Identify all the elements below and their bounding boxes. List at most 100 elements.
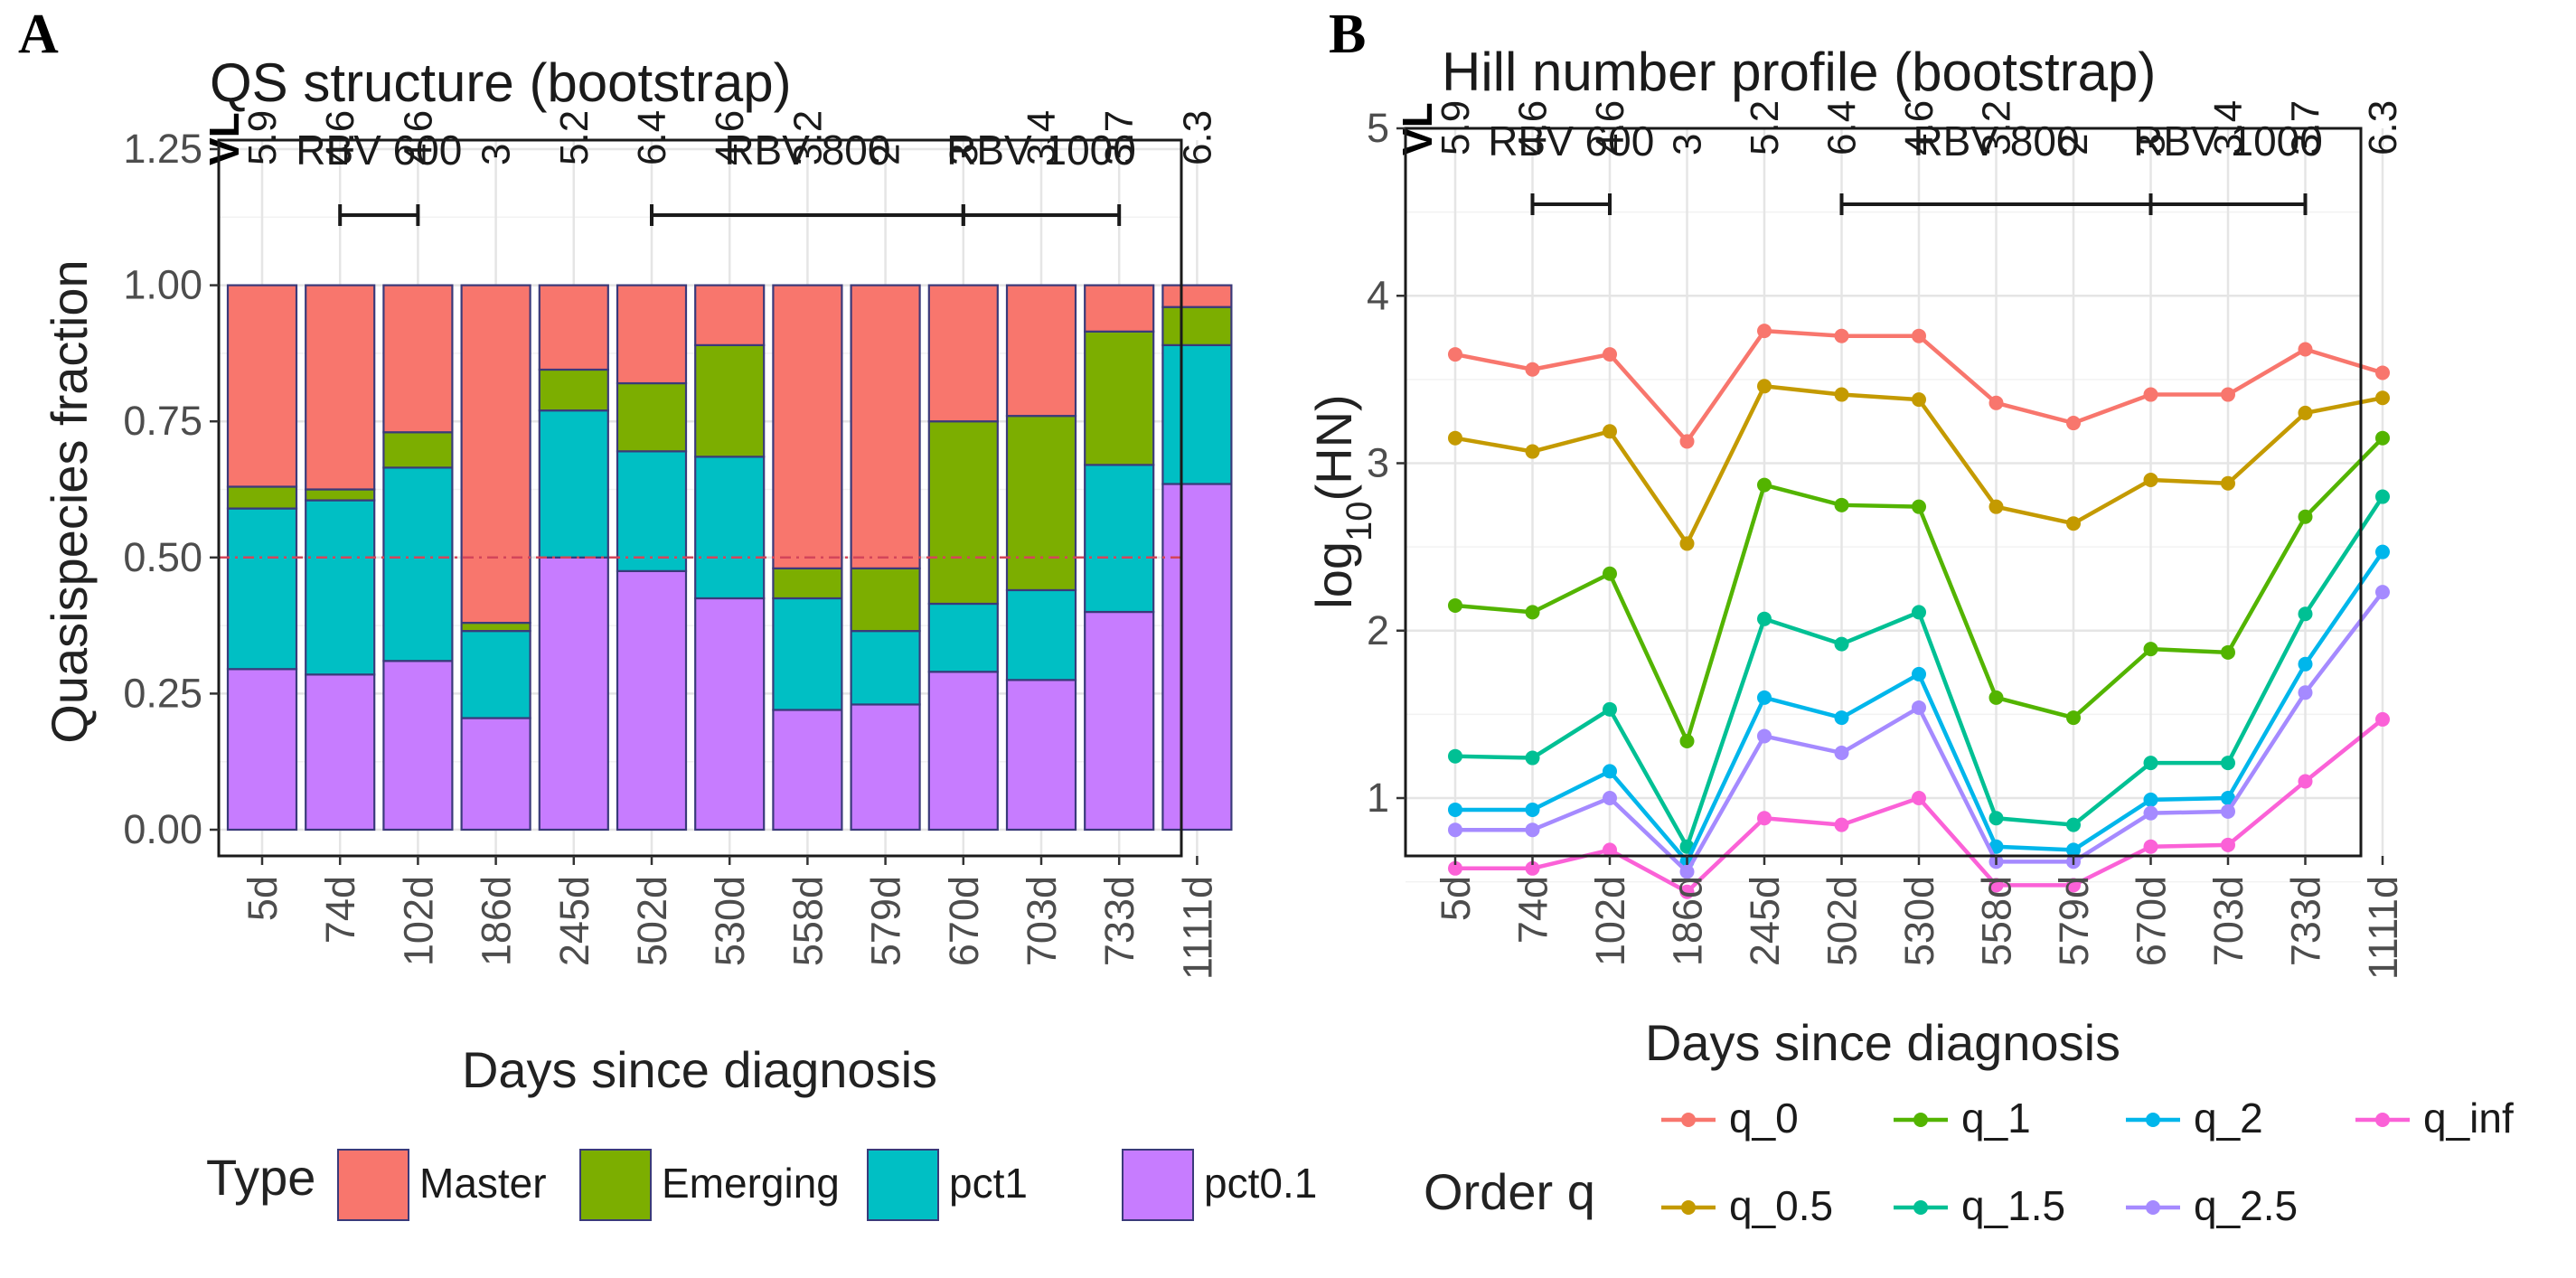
panel-a-bar-segment	[1161, 483, 1233, 832]
panel-a-bar-segment	[694, 597, 766, 832]
panel-a-bar-segment	[305, 499, 376, 676]
panel-a-bar-segment	[772, 597, 843, 711]
panel-a-bar-segment	[616, 284, 688, 385]
panel-b-y-axis-title: log10(HN)	[1305, 394, 1379, 608]
panel-b-data-point	[1448, 597, 1462, 613]
panel-b-x-tick-label: 102d	[1587, 876, 1633, 966]
panel-b-x-tick-label: 579d	[2051, 876, 2097, 966]
panel-a-bar-segment	[1161, 343, 1233, 485]
panel-b-legend-label: q_2.5	[2194, 1182, 2298, 1229]
panel-b-data-point	[1834, 328, 1849, 343]
panel-a-x-tick-label: 530d	[707, 876, 753, 966]
panel-b-data-point	[2066, 516, 2081, 531]
panel-a-bar-segment	[538, 556, 609, 832]
panel-a-legend-swatch	[337, 1149, 409, 1221]
panel-b-data-point	[1834, 387, 1849, 402]
panel-a-bars	[226, 284, 1233, 832]
panel-a-vl-label: 4.6	[396, 110, 440, 165]
panel-a-bar-segment	[460, 284, 531, 625]
panel-b-vl-label: 2	[2052, 134, 2096, 155]
panel-b-data-point	[2221, 387, 2235, 402]
panel-a-bar-segment	[460, 621, 531, 633]
panel-b-data-point	[1679, 864, 1695, 879]
panel-b-data-point	[2298, 606, 2313, 622]
panel-b-gridlines	[1406, 127, 2384, 883]
panel-b-data-point	[1448, 347, 1462, 362]
panel-a-axes: 0.00 0.25 0.50 0.75 1.00 1.25 5d 74d 102d 186d 245…	[123, 126, 1220, 980]
panel-b-vl-label: 3	[2129, 134, 2174, 155]
panel-a-vl-label: 3	[475, 144, 519, 165]
panel-b-data-point	[1525, 444, 1540, 459]
panel-b-data-point	[1912, 499, 1926, 514]
panel-a-bar-segment	[772, 284, 843, 569]
panel-b-data-point	[2143, 839, 2158, 854]
panel-b-regimen-label: RBV 800	[1913, 117, 2079, 164]
panel-a-vl-label: 3	[942, 144, 986, 165]
panel-b-data-point	[1912, 328, 1926, 343]
panel-b-data-point	[1912, 392, 1926, 408]
panel-b-x-tick-label: 530d	[1896, 876, 1942, 966]
panel-a-legend: Type Master Emerging pct1 pct0.1	[206, 1149, 1317, 1221]
panel-b-data-point	[1757, 811, 1772, 826]
panel-a-bar-segment	[772, 709, 843, 832]
panel-b-data-point	[2066, 817, 2081, 832]
panel-a-bar-segment	[382, 284, 454, 434]
panel-b-x-tick-label: 502d	[1819, 876, 1866, 966]
panel-b-x-tick-label: 1111d	[2360, 876, 2406, 980]
panel-b-legend: Order q q_0 q_0.5 q_1 q_1.5 q_2 q_2.5 q_inf	[1424, 1095, 2514, 1229]
panel-b-data-point	[2066, 416, 2081, 431]
panel-a-x-tick-label: 5d	[240, 876, 286, 921]
panel-a-bar-segment	[927, 671, 999, 832]
panel-a-bar-segment	[226, 284, 298, 488]
panel-a-x-tick-label: 703d	[1019, 876, 1065, 966]
panel-a-bar-segment	[1005, 284, 1077, 418]
panel-a-vl-label: 3.4	[1020, 110, 1064, 165]
panel-b-data-point	[1679, 434, 1695, 449]
panel-b-y-axis-title-rest: (HN)	[1305, 394, 1362, 501]
panel-a-bar-segment	[305, 673, 376, 832]
panel-b-data-point	[2375, 430, 2390, 446]
panel-b-data-point	[1525, 802, 1540, 817]
panel-a-legend-label: Master	[419, 1160, 547, 1207]
panel-b-data-point	[1988, 878, 2004, 893]
panel-a-bar-segment	[694, 284, 766, 346]
panel-b-legend-marker	[1681, 1200, 1696, 1215]
panel-b-data-point	[1912, 791, 1926, 805]
panel-a-vl-label: 5.9	[240, 110, 285, 165]
panel-b-legend-label: q_1.5	[1961, 1182, 2065, 1229]
panel-a-vl-label: 4.6	[318, 110, 362, 165]
panel-b-data-point	[1448, 748, 1462, 764]
panel-a-bar-segment	[927, 602, 999, 673]
panel-b-y-tick-label: 4	[1367, 272, 1389, 318]
panel-b-data-point	[1912, 605, 1926, 620]
panel-b-data-point	[2375, 390, 2390, 406]
panel-a-x-tick-label: 245d	[551, 876, 597, 966]
panel-letter-a: A	[18, 4, 59, 65]
panel-a-x-tick-label: 579d	[863, 876, 909, 966]
panel-b-data-point	[1834, 817, 1849, 832]
panel-b-regimen-label: RBV 600	[1488, 117, 1654, 164]
panel-b-data-point	[2143, 792, 2158, 807]
panel-b-data-point	[2221, 644, 2235, 660]
panel-b-title: Hill number profile (bootstrap)	[1442, 42, 2156, 102]
panel-a-legend-label: pct1	[949, 1160, 1028, 1207]
panel-a-bar-segment	[1084, 284, 1155, 333]
panel-a-y-tick-label: 0.50	[123, 534, 202, 580]
panel-b-data-point	[2375, 711, 2390, 727]
panel-b-data-point	[2375, 489, 2390, 504]
panel-a-vl-label: 3.7	[1097, 110, 1142, 165]
panel-a-x-tick-label: 102d	[395, 876, 441, 966]
panel-a-bar-segment	[850, 630, 921, 706]
panel-a-regimen-label: RBV 800	[724, 127, 890, 174]
panel-b-data-point	[1525, 860, 1540, 876]
panel-b-data-point	[1603, 424, 1617, 439]
panel-b-data-point	[2375, 544, 2390, 559]
panel-b-regimen-label: RBV 1000	[2133, 117, 2323, 164]
panel-a-vl-label: 5.2	[552, 110, 597, 165]
panel-a-bar-segment	[460, 630, 531, 719]
panel-b-data-point	[1912, 700, 1926, 715]
panel-b-plot-border	[1404, 127, 2363, 858]
panel-b-data-point	[2375, 365, 2390, 381]
panel-b-data-point	[2221, 756, 2235, 771]
